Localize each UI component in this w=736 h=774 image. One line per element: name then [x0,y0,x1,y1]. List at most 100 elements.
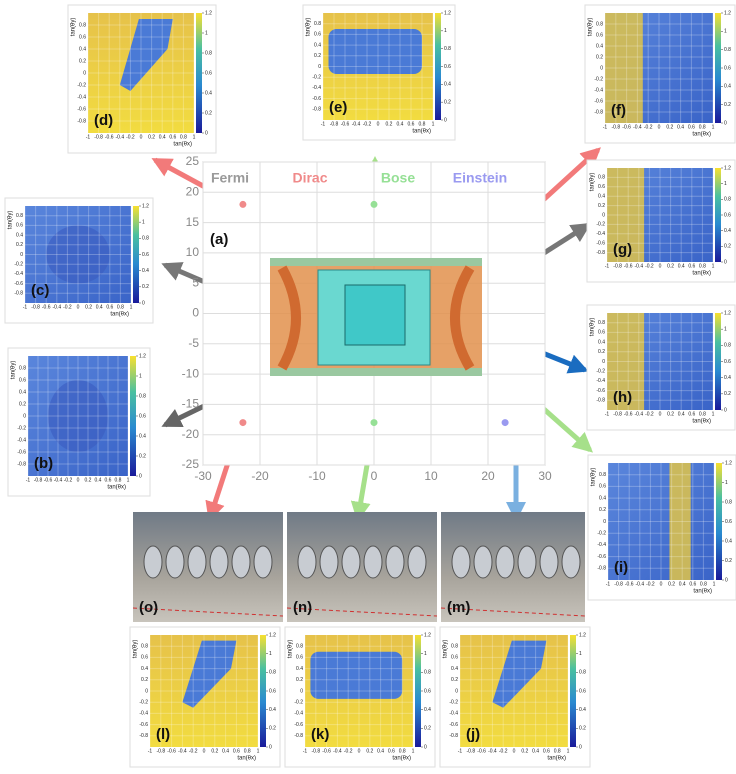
x-tick-label: 0.8 [699,411,706,417]
y-tick-label: 0.2 [599,507,606,513]
y-tick-label: 0.2 [141,677,148,683]
y-tick-label: 20 [186,184,200,198]
x-tick-label: -0.8 [31,304,40,310]
colorbar-tick-label: 1.2 [725,460,732,466]
colorbar-tick-label: 1.2 [269,632,276,638]
x-tick-label: 0.6 [106,304,113,310]
colorbar-tick-label: 1 [139,373,142,379]
panel-label: (n) [293,599,312,616]
x-tick-label: -0.4 [634,263,643,269]
x-tick-label: 0.6 [688,124,695,130]
colorbar-tick-label: 0.2 [424,726,431,732]
x-tick-label: -20 [251,469,269,483]
x-tick-label: -0.4 [333,748,342,754]
colorbar-tick-label: 0.8 [424,670,431,676]
y-tick-label: -0.8 [14,291,23,297]
y-tick-label: 0.8 [599,472,606,478]
y-tick-label: 0.6 [296,655,303,661]
colorbar [133,206,139,303]
x-tick-label: -1 [605,263,610,269]
colorbar-tick-label: 0.6 [424,688,431,694]
x-tick-label: -0.8 [34,477,43,483]
point [371,201,378,208]
photo-detail [408,546,426,578]
x-tick-label: 1 [712,124,715,130]
y-tick-label: -10 [182,366,200,380]
x-tick-label: 0.8 [115,477,122,483]
x-axis-label: tan(θx) [107,485,126,491]
panel-label: (b) [34,455,53,472]
x-tick-label: 0.4 [377,748,384,754]
colorbar-tick-label: 1.2 [724,310,731,316]
point [239,419,246,426]
photo-detail [298,546,316,578]
y-tick-label: 0.8 [79,22,86,28]
y-tick-label: -0.2 [14,262,23,268]
x-tick-label: 0.6 [689,581,696,587]
x-tick-label: -0.2 [344,748,353,754]
y-axis-label: tan(θy) [590,318,596,337]
colorbar-tick-label: 0.2 [725,558,732,564]
x-tick-label: -0.8 [311,748,320,754]
y-tick-label: 0 [600,65,603,71]
x-tick-label: 0 [513,748,516,754]
x-tick-label: -0.6 [341,121,350,127]
y-tick-label: 5 [192,275,199,289]
y-tick-label: 0.6 [599,484,606,490]
y-tick-label: 0.4 [596,43,603,49]
photos: (m)(n)(o) [133,512,585,622]
y-tick-label: 0.8 [598,175,605,181]
colorbar-tick-label: 1.2 [142,203,149,209]
x-tick-label: 1 [193,134,196,140]
colorbar-tick-label: 1.2 [724,10,731,16]
colorbar-tick-label: 1 [444,28,447,34]
x-axis-label: tan(θx) [237,756,256,762]
x-tick-label: -0.6 [105,134,114,140]
x-tick-label: -0.4 [52,304,61,310]
colorbar-tick-label: 0 [724,259,727,265]
colorbar-tick-label: 0.6 [725,519,732,525]
colorbar-tick-label: 0.8 [724,343,731,349]
x-tick-label: 1 [130,304,133,310]
x-tick-label: 0 [371,469,378,483]
x-axis-label: tan(θx) [692,419,711,425]
x-tick-label: -10 [308,469,326,483]
y-tick-label: -0.4 [596,231,605,237]
x-tick-label: 0.4 [95,477,102,483]
colorbar [716,463,722,580]
x-tick-label: 0 [77,477,80,483]
x-axis-label: tan(θx) [173,142,192,148]
panel-label: (a) [210,231,228,248]
panel-label: (l) [156,726,170,743]
x-tick-label: -0.2 [126,134,135,140]
y-tick-label: -0.4 [596,378,605,384]
y-tick-label: 0.8 [19,365,26,371]
y-tick-label: -0.4 [597,542,606,548]
x-tick-label: -0.6 [625,581,634,587]
colorbar-tick-label: 0 [724,120,727,126]
panel-label: (g) [613,241,632,258]
photo-detail [386,546,404,578]
x-tick-label: 0.8 [700,581,707,587]
x-axis-label: tan(θx) [110,312,129,318]
y-tick-label: -0.4 [139,711,148,717]
colorbar-tick-label: 0.8 [205,50,212,56]
photo-detail [474,546,492,578]
colorbar-tick-label: 0.8 [269,670,276,676]
x-tick-label: 0.6 [688,263,695,269]
y-tick-label: -0.6 [596,241,605,247]
panel-label: (k) [311,726,329,743]
x-tick-label: -0.4 [633,124,642,130]
y-tick-label: 0.2 [451,677,458,683]
y-tick-label: 0 [192,306,199,320]
colorbar-tick-label: 0 [724,407,727,413]
y-tick-label: 0.6 [16,223,23,229]
colorbar-tick-label: 0.8 [725,499,732,505]
y-tick-label: -0.2 [294,700,303,706]
colorbar-tick-label: 0.8 [139,393,146,399]
x-axis-label: tan(θx) [692,271,711,277]
panel-label: (e) [329,99,347,116]
x-tick-label: -0.2 [645,411,654,417]
colorbar-tick-label: 0 [579,744,582,750]
